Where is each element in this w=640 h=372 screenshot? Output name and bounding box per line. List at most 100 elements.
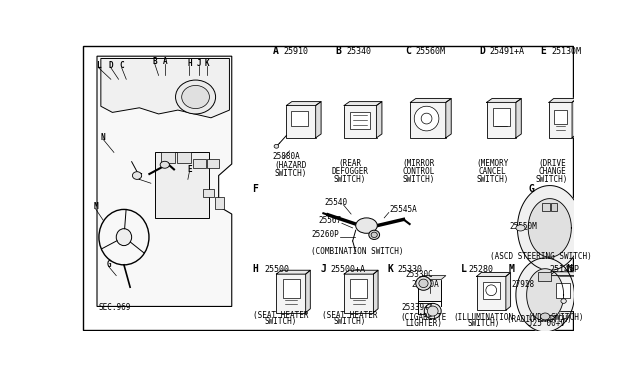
Ellipse shape xyxy=(414,106,439,131)
Text: F: F xyxy=(137,173,141,182)
Bar xyxy=(549,102,572,138)
Polygon shape xyxy=(549,99,577,102)
Text: 25550M: 25550M xyxy=(509,222,538,231)
Text: SWITCH): SWITCH) xyxy=(333,317,365,326)
Text: D: D xyxy=(479,46,484,56)
Polygon shape xyxy=(550,272,580,276)
Text: 25545A: 25545A xyxy=(390,205,417,215)
Text: (SEAT HEATER: (SEAT HEATER xyxy=(253,311,308,320)
Text: 27928: 27928 xyxy=(511,280,534,289)
Bar xyxy=(287,106,316,138)
Text: M: M xyxy=(93,202,98,211)
Bar xyxy=(550,276,576,311)
Polygon shape xyxy=(576,272,580,311)
Ellipse shape xyxy=(160,161,170,168)
Text: 25560M: 25560M xyxy=(416,47,446,56)
Ellipse shape xyxy=(486,285,497,296)
Text: 25330C: 25330C xyxy=(405,270,433,279)
Polygon shape xyxy=(316,102,321,138)
Text: 25130M: 25130M xyxy=(551,47,581,56)
Text: LIGHTER): LIGHTER) xyxy=(405,319,442,328)
Polygon shape xyxy=(477,273,511,276)
Text: (ASCD STEERING SWITCH): (ASCD STEERING SWITCH) xyxy=(490,252,591,261)
Bar xyxy=(193,158,205,168)
Text: A: A xyxy=(163,57,167,66)
Text: SWITCH): SWITCH) xyxy=(403,175,435,184)
Polygon shape xyxy=(486,99,521,102)
Bar xyxy=(410,102,446,138)
Text: 25339+A: 25339+A xyxy=(401,303,433,312)
Text: E: E xyxy=(187,165,192,174)
Polygon shape xyxy=(276,270,310,274)
Text: B: B xyxy=(336,46,342,56)
Text: A: A xyxy=(273,46,278,56)
Text: K: K xyxy=(205,60,209,68)
Text: SWITCH): SWITCH) xyxy=(264,317,296,326)
Text: (DRIVE: (DRIVE xyxy=(538,159,566,168)
Polygon shape xyxy=(446,99,451,138)
Text: SWITCH): SWITCH) xyxy=(477,175,509,184)
Text: J: J xyxy=(196,60,201,68)
Ellipse shape xyxy=(369,230,380,240)
Text: 25540: 25540 xyxy=(324,198,348,207)
Text: (REAR: (REAR xyxy=(338,159,361,168)
Polygon shape xyxy=(506,273,511,310)
Polygon shape xyxy=(528,199,572,257)
Polygon shape xyxy=(97,56,232,307)
Ellipse shape xyxy=(371,232,378,238)
Text: 25491+A: 25491+A xyxy=(490,47,525,56)
Text: CONTROL: CONTROL xyxy=(403,167,435,176)
Text: M: M xyxy=(509,264,515,274)
Text: 25330: 25330 xyxy=(397,265,422,274)
Bar xyxy=(350,112,371,129)
Bar xyxy=(283,279,300,298)
Ellipse shape xyxy=(132,172,141,179)
Text: SWITCH): SWITCH) xyxy=(467,319,500,328)
Bar xyxy=(344,106,376,138)
Polygon shape xyxy=(516,258,575,332)
Polygon shape xyxy=(373,270,378,312)
Text: D: D xyxy=(109,61,113,70)
Bar xyxy=(204,189,214,197)
Bar xyxy=(418,303,433,314)
Text: 25567: 25567 xyxy=(319,216,342,225)
Text: (VDC SWITCH): (VDC SWITCH) xyxy=(528,312,584,321)
Polygon shape xyxy=(376,102,382,138)
Text: CANCEL: CANCEL xyxy=(479,167,507,176)
Polygon shape xyxy=(518,186,582,270)
Ellipse shape xyxy=(516,225,525,231)
Text: L: L xyxy=(96,61,101,70)
Polygon shape xyxy=(88,50,236,325)
Ellipse shape xyxy=(428,306,438,316)
Bar xyxy=(418,279,441,301)
Bar xyxy=(215,197,224,209)
Ellipse shape xyxy=(182,86,209,109)
Text: N: N xyxy=(566,264,573,274)
Bar xyxy=(551,203,557,211)
Bar xyxy=(155,153,209,218)
Bar xyxy=(538,272,550,281)
Bar xyxy=(493,108,509,126)
Bar xyxy=(554,110,566,124)
Bar xyxy=(477,276,506,310)
Text: 25880A: 25880A xyxy=(273,152,300,161)
Polygon shape xyxy=(572,99,577,138)
Ellipse shape xyxy=(175,80,216,114)
Text: N: N xyxy=(101,132,106,141)
Text: C: C xyxy=(119,61,124,70)
Text: CHANGE: CHANGE xyxy=(538,167,566,176)
Text: J25 00+V: J25 00+V xyxy=(528,320,565,328)
Text: 25330A: 25330A xyxy=(411,280,439,289)
Bar xyxy=(556,283,570,298)
Text: G: G xyxy=(528,185,534,195)
Bar xyxy=(207,158,220,168)
Bar xyxy=(177,153,191,163)
Bar xyxy=(542,203,550,211)
Text: C: C xyxy=(405,46,411,56)
Text: 25500: 25500 xyxy=(265,265,290,274)
Text: E: E xyxy=(541,46,547,56)
Text: H: H xyxy=(187,60,192,68)
Text: G: G xyxy=(106,260,111,269)
Polygon shape xyxy=(344,102,382,106)
Text: B: B xyxy=(152,57,157,66)
